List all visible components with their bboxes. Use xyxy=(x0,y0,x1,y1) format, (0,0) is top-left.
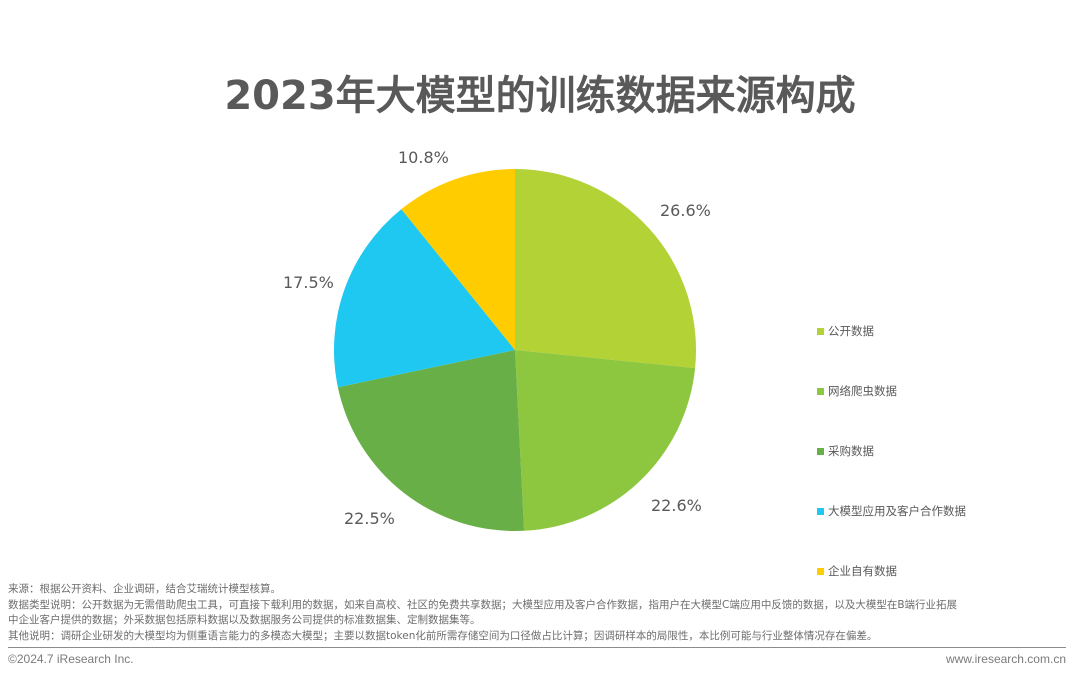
pct-label-purchase: 22.5% xyxy=(344,509,395,528)
other-note: 其他说明：调研企业研发的大模型均为侧重语言能力的多模态大模型；主要以数据toke… xyxy=(8,629,878,642)
copyright: ©2024.7 iResearch Inc. xyxy=(8,652,134,666)
pct-label-app-partner: 17.5% xyxy=(283,273,334,292)
legend-swatch-icon xyxy=(817,327,824,335)
legend-item-crawler: 网络爬虫数据 xyxy=(817,382,897,400)
pie-slice-crawler xyxy=(515,350,696,531)
legend-item-public: 公开数据 xyxy=(817,322,874,340)
legend-swatch-icon xyxy=(817,447,824,455)
pie-slice-public xyxy=(515,169,697,369)
legend-swatch-icon xyxy=(817,507,824,515)
chart-notes: 来源：根据公开资料、企业调研，结合艾瑞统计模型核算。 数据类型说明：公开数据为无… xyxy=(8,582,1074,644)
data-type-note-line2: 中企业客户提供的数据；外采数据包括原料数据以及数据服务公司提供的标准数据集、定制… xyxy=(8,614,481,626)
pie-slice-app-partner xyxy=(334,209,515,388)
website-link: www.iresearch.com.cn xyxy=(945,652,1066,666)
pie-slice-enterprise xyxy=(401,169,515,350)
legend-swatch-icon xyxy=(817,387,824,395)
data-type-note-line1: 数据类型说明：公开数据为无需借助爬虫工具，可直接下载利用的数据，如来自高校、社区… xyxy=(8,598,958,611)
footer-divider xyxy=(8,647,1066,648)
legend-item-app-partner: 大模型应用及客户合作数据 xyxy=(817,502,966,520)
pct-label-crawler: 22.6% xyxy=(651,496,702,515)
legend-item-purchase: 采购数据 xyxy=(817,442,874,460)
chart-title: 2023年大模型的训练数据来源构成 xyxy=(224,73,856,119)
pie-slice-purchase xyxy=(337,350,525,531)
pct-label-enterprise: 10.8% xyxy=(398,148,449,167)
pct-label-public: 26.6% xyxy=(660,201,711,220)
legend-item-enterprise: 企业自有数据 xyxy=(817,562,897,580)
legend-swatch-icon xyxy=(817,567,824,575)
source-note: 来源：根据公开资料、企业调研，结合艾瑞统计模型核算。 xyxy=(8,583,281,595)
